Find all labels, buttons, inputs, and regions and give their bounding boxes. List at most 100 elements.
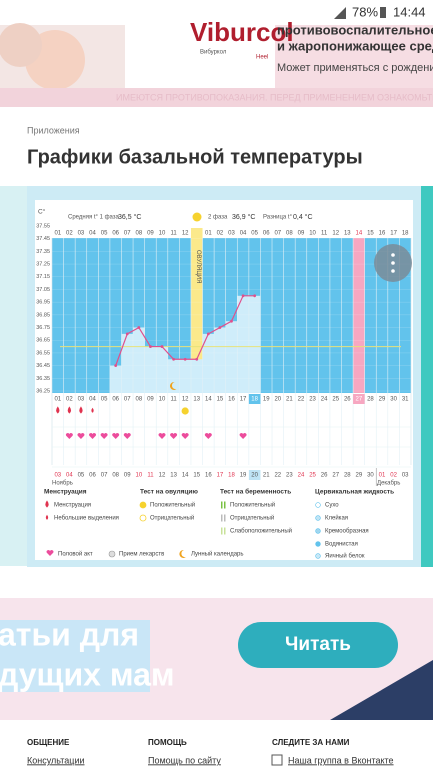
date-label: 04 [66,473,73,479]
intercourse-heart [181,433,189,439]
ad-line: противовоспалительное [277,22,433,37]
date-label: 02 [390,473,397,479]
y-tick-label: 36.95 [36,300,50,306]
phase-day: 07 [124,231,131,237]
signal-icon [334,7,346,19]
temperature-point [149,345,152,348]
legend-circle [139,501,147,509]
spotting-drop [91,407,94,413]
date-label: 06 [89,473,96,479]
x-tick-label: 20 [274,397,281,403]
x-tick-label: 07 [124,397,131,403]
y-tick-label: 36.75 [36,325,50,331]
x-tick-label: 17 [240,397,247,403]
temperature-point [125,332,129,336]
y-tick-label: 36.55 [36,350,50,356]
legend-item: Лунный календарь [191,551,244,558]
phase-day: 04 [240,231,247,237]
phase-day: 06 [263,231,270,237]
temperature-point [137,326,141,329]
phase-day: 06 [112,231,119,237]
phase-day: 08 [286,231,293,237]
legend-circle [139,514,147,522]
legend-bar [221,514,223,522]
phase-day: 12 [182,231,189,237]
month-label: Ноябрь [52,481,73,487]
legend-item: Положительный [230,502,275,509]
legend-title: Цервикальная жидкость [315,489,394,496]
footer-link: Консультации [27,755,85,765]
x-tick-label: 01 [54,397,61,403]
y-tick-label: 37.35 [36,249,50,255]
temperature-area [190,359,203,393]
legend-item: Кремообразная [325,529,369,535]
x-tick-label: 25 [332,397,339,403]
temperature-area [167,359,180,393]
side-right [421,186,433,567]
x-tick-label: 28 [367,397,374,403]
phase-day: 03 [228,231,235,237]
footer-link: Помощь по сайту [148,755,221,765]
ad-warning: ИМЕЮТСЯ ПРОТИВОПОКАЗАНИЯ. ПЕРЕД ПРИМЕНЕН… [116,91,433,102]
stat-label: Средняя t° 1 фаза [68,215,120,221]
read-button[interactable] [238,622,398,668]
legend-item: Отрицательный [150,515,194,522]
x-tick-label: 04 [89,397,96,403]
legend-title: Тест на беременность [220,488,291,496]
menstruation-drop [79,406,83,414]
y-tick-label: 36.85 [36,312,50,318]
ad-note: Может применяться с рождения [277,62,433,74]
phase-day: 11 [170,231,177,237]
x-tick-label: 14 [205,397,212,403]
phase-day: 02 [66,231,73,237]
breadcrumb: Приложения [27,125,80,135]
intercourse-heart [158,433,166,439]
date-label: 29 [356,473,363,479]
phase-day: 08 [136,231,143,237]
ad-warning-bar [0,88,433,107]
x-tick-label: 03 [78,397,85,403]
ovulation-test [181,407,189,415]
date-label: 03 [402,473,409,479]
vk-icon [271,754,283,766]
phase-day: 17 [390,231,397,237]
phase-day: 07 [274,231,281,237]
legend-drop [45,514,49,520]
legend-item: Половой акт [58,551,93,558]
temperature-area [202,333,215,393]
temperature-point [230,319,233,323]
temperature-point [114,364,118,368]
phase-day: 01 [54,231,61,237]
stat-value: 36,9 °С [232,213,255,221]
menu-dot [391,261,395,265]
month-label: Декабрь [377,481,400,487]
date-label: 20 [251,473,258,479]
legend-moon [179,549,186,558]
date-label: 26 [321,473,328,479]
phase-day: 10 [159,231,166,237]
legend-item: Водянистая [325,542,358,548]
phase-day: 04 [89,231,96,237]
temperature-point [206,332,210,336]
date-label: 08 [112,473,119,479]
banner-decoration [330,660,433,720]
side-left [0,186,27,566]
x-tick-label: 13 [193,397,200,403]
legend-bar [224,501,226,509]
status-bar [0,0,433,25]
intercourse-heart [204,433,212,439]
ovulation-column [190,228,203,393]
x-tick-label: 10 [159,397,166,403]
x-tick-label: 21 [286,397,293,403]
today-date-box [248,470,261,480]
ovulation-label: ОВУЛЯЦИЯ [195,250,201,283]
x-tick-label: 24 [321,397,328,403]
clock: 14:44 [393,4,426,19]
date-label: 19 [240,473,247,479]
temperature-area [179,359,191,393]
legend-item: Небольшие выделения [54,516,119,522]
x-tick-label: 29 [379,397,386,403]
footer-link: Наша группа в Вконтакте [288,755,394,765]
legend-drop [315,528,321,534]
